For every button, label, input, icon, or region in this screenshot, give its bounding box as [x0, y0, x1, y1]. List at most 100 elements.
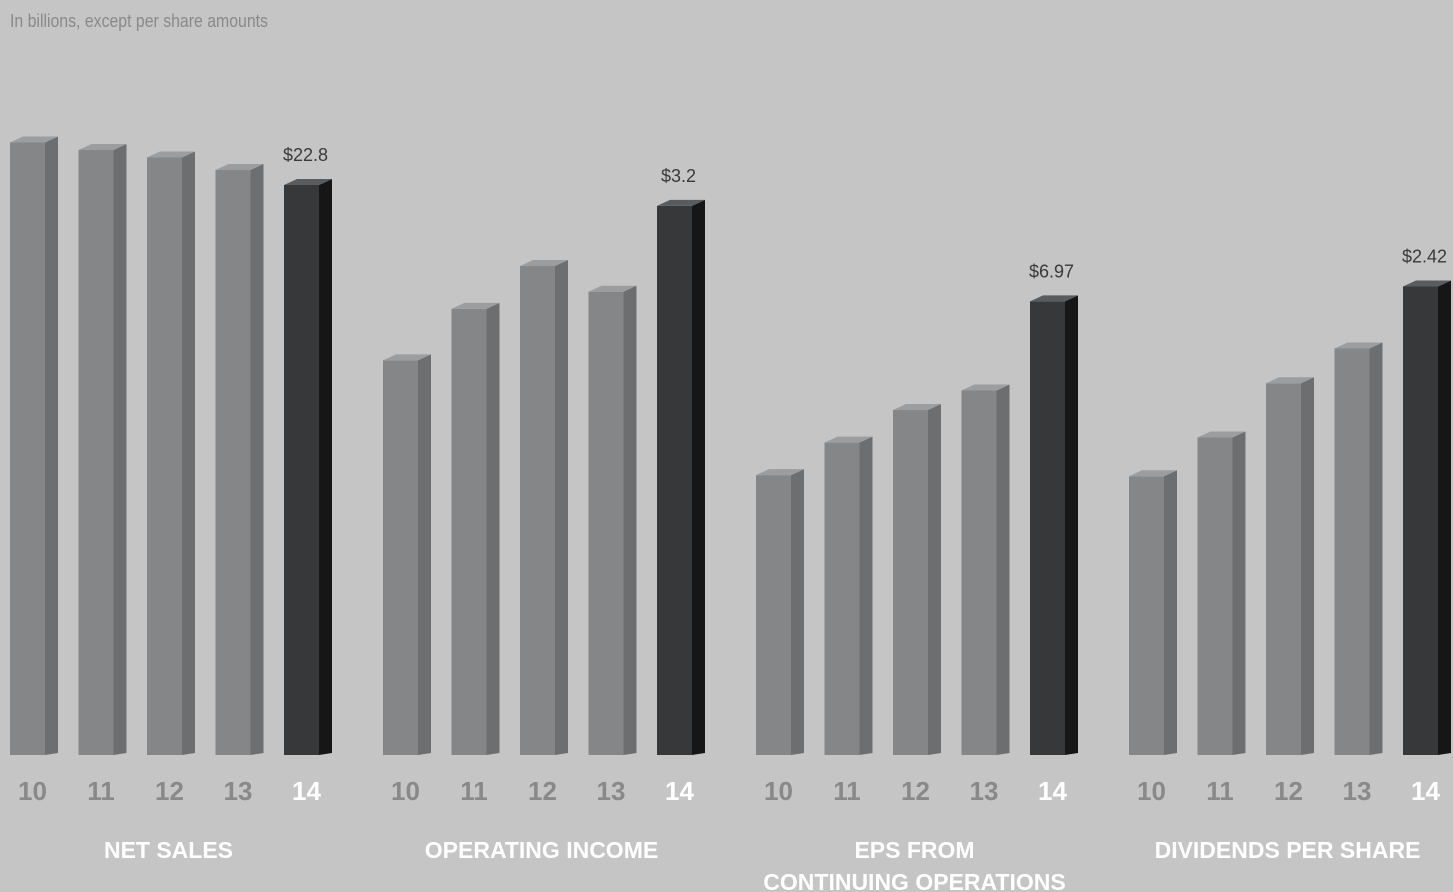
bar-side: [791, 469, 804, 755]
bar-front: [1266, 383, 1301, 755]
bar-top: [756, 469, 804, 476]
bar-top: [147, 151, 195, 158]
bar-side: [486, 302, 500, 755]
bar-top: [383, 354, 431, 361]
chart-note: In billions, except per share amounts: [10, 11, 268, 31]
bar-11: [824, 436, 873, 755]
value-label: $2.42: [1402, 247, 1447, 267]
bar-front: [756, 475, 791, 755]
bar-top: [961, 384, 1010, 391]
bar-front: [588, 291, 624, 755]
bar-11: [451, 302, 500, 755]
bar-12: [147, 151, 195, 755]
bar-13: [588, 285, 637, 755]
bar-side: [1369, 342, 1383, 755]
value-label: $22.8: [283, 145, 328, 165]
bar-top: [1197, 431, 1246, 438]
bar-13: [1334, 342, 1383, 755]
year-label: 12: [528, 776, 557, 806]
bar-top: [284, 179, 332, 185]
bar-top: [1334, 342, 1383, 349]
bar-top: [520, 259, 568, 266]
year-label: 11: [833, 776, 861, 806]
bar-11: [78, 144, 127, 755]
bar-10: [756, 469, 804, 755]
value-label: $6.97: [1029, 261, 1074, 281]
chart-panel-3: 10 11 12 13 14 $6.97 EPS FROM CONTINUING OPERAT…: [756, 261, 1078, 892]
year-label: 12: [155, 776, 184, 806]
bar-top: [1403, 280, 1451, 287]
year-label: 10: [764, 776, 793, 806]
bar-side: [928, 404, 941, 755]
bar-front: [1197, 437, 1233, 755]
bar-13: [215, 164, 264, 755]
bar-front: [78, 150, 114, 755]
bar-side: [1301, 377, 1314, 755]
bar-side: [996, 384, 1010, 755]
year-label: 10: [18, 776, 47, 806]
bar-top: [1266, 377, 1314, 384]
year-label: 14: [1038, 776, 1067, 806]
bar-side: [182, 151, 195, 755]
bar-top: [451, 302, 500, 309]
bar-10: [1129, 470, 1177, 755]
year-label: 13: [597, 776, 626, 806]
bar-side: [1438, 280, 1451, 755]
bar-14: [284, 179, 332, 755]
bar-top: [824, 436, 873, 443]
year-label: 13: [970, 776, 999, 806]
bar-top: [657, 199, 705, 206]
year-label: 14: [292, 776, 321, 806]
bar-side: [623, 285, 637, 755]
bar-12: [1266, 377, 1314, 755]
bar-front: [1030, 301, 1065, 755]
bar-side: [250, 164, 264, 755]
bar-11: [1197, 431, 1246, 755]
chart-title: EPS FROM: [854, 837, 974, 863]
bar-side: [555, 259, 568, 755]
bar-12: [893, 404, 941, 755]
bar-front: [10, 142, 45, 755]
bar-side: [859, 436, 873, 755]
bar-10: [10, 136, 58, 755]
year-label: 11: [87, 776, 115, 806]
bar-14: [657, 199, 705, 756]
bar-side: [1232, 431, 1246, 755]
year-label: 14: [665, 776, 694, 806]
bar-front: [1403, 286, 1438, 755]
bar-side: [319, 179, 332, 755]
bar-front: [893, 410, 928, 755]
bar-top: [78, 144, 127, 150]
bar-side: [113, 144, 127, 755]
chart-title: OPERATING INCOME: [425, 837, 658, 863]
year-label: 13: [224, 776, 253, 806]
chart-title: CONTINUING OPERATIONS: [763, 869, 1065, 892]
bar-14: [1030, 295, 1078, 755]
bar-front: [215, 170, 251, 755]
bar-front: [961, 390, 997, 755]
bar-front: [657, 205, 692, 756]
bar-side: [1065, 295, 1078, 755]
bar-top: [215, 164, 264, 170]
bar-top: [10, 136, 58, 143]
chart-title: NET SALES: [104, 837, 233, 863]
bar-side: [692, 199, 705, 756]
bar-top: [588, 285, 637, 292]
year-label: 10: [1137, 776, 1166, 806]
bar-front: [1129, 476, 1164, 755]
chart-panel-2: 10 11 12 13 14 $3.2 OPERATING INCOME: [383, 166, 705, 863]
bar-top: [1129, 470, 1177, 477]
bar-10: [383, 354, 431, 755]
bar-side: [418, 354, 431, 755]
bar-front: [284, 185, 319, 755]
value-label: $3.2: [661, 166, 696, 186]
bar-top: [1030, 295, 1078, 302]
bar-side: [45, 136, 58, 755]
chart-panel-1: 10 11 12 13 14 $22.8 NET SALES: [10, 136, 332, 863]
year-label: 12: [1274, 776, 1303, 806]
bar-front: [1334, 348, 1370, 755]
bar-front: [451, 308, 487, 755]
bar-14: [1403, 280, 1451, 755]
bar-front: [147, 157, 182, 755]
year-label: 13: [1343, 776, 1372, 806]
